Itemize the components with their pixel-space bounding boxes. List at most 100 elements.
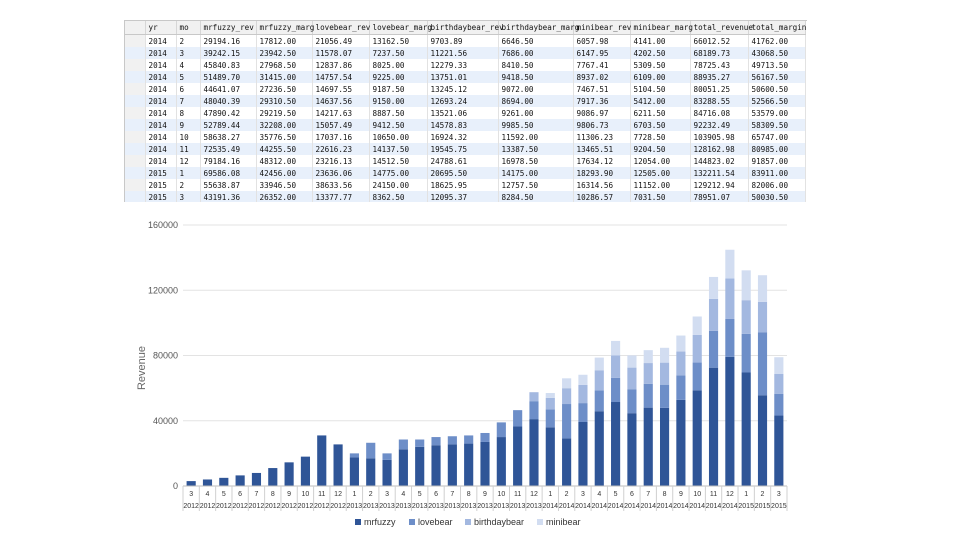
table-cell[interactable]: 66012.52: [690, 34, 749, 47]
table-cell[interactable]: 91857.00: [748, 155, 806, 167]
table-cell[interactable]: 84716.08: [690, 107, 749, 119]
table-cell[interactable]: 12054.00: [630, 155, 691, 167]
table-cell[interactable]: 16978.50: [498, 155, 574, 167]
table-cell[interactable]: 35776.50: [256, 131, 313, 143]
table-cell[interactable]: 4: [176, 59, 201, 71]
table-cell[interactable]: 12693.24: [427, 95, 499, 107]
table-cell[interactable]: 8937.02: [573, 71, 631, 83]
table-cell[interactable]: 14757.54: [312, 71, 370, 83]
table-row[interactable]: 2015 1 69586.08 42456.00 23636.06 14775.00 206…: [125, 167, 806, 179]
table-cell[interactable]: 52566.50: [748, 95, 806, 107]
table-cell[interactable]: 144823.02: [690, 155, 749, 167]
table-row[interactable]: 2014 11 72535.49 44255.50 22616.23 14137.50 19…: [125, 143, 806, 155]
table-cell[interactable]: 44641.07: [200, 83, 257, 95]
table-cell[interactable]: 38633.56: [312, 179, 370, 191]
table-cell[interactable]: 6147.95: [573, 47, 631, 59]
table-cell[interactable]: 7467.51: [573, 83, 631, 95]
table-cell[interactable]: 23942.50: [256, 47, 313, 59]
table-cell[interactable]: 6211.50: [630, 107, 691, 119]
table-cell[interactable]: 14637.56: [312, 95, 370, 107]
row-number-cell[interactable]: [125, 95, 146, 107]
row-number-cell[interactable]: [125, 179, 146, 191]
table-cell[interactable]: 56167.50: [748, 71, 806, 83]
row-number-cell[interactable]: [125, 59, 146, 71]
table-cell[interactable]: 3: [176, 47, 201, 59]
table-cell[interactable]: 12: [176, 155, 201, 167]
table-cell[interactable]: 2: [176, 34, 201, 47]
table-cell[interactable]: 14512.50: [369, 155, 428, 167]
table-cell[interactable]: 9: [176, 119, 201, 131]
table-cell[interactable]: 2014: [145, 47, 177, 59]
row-number-cell[interactable]: [125, 155, 146, 167]
table-row[interactable]: 2014 7 48040.39 29310.50 14637.56 9150.00 1269…: [125, 95, 806, 107]
table-cell[interactable]: 8: [176, 107, 201, 119]
table-cell[interactable]: 5309.50: [630, 59, 691, 71]
table-cell[interactable]: 8025.00: [369, 59, 428, 71]
table-cell[interactable]: 58638.27: [200, 131, 257, 143]
table-cell[interactable]: 22616.23: [312, 143, 370, 155]
table-cell[interactable]: 6703.50: [630, 119, 691, 131]
column-header-mrfuzzy_marg[interactable]: mrfuzzy_marg: [256, 21, 314, 35]
table-row[interactable]: 2015 2 55638.87 33946.50 38633.56 24150.00 186…: [125, 179, 806, 191]
table-cell[interactable]: 44255.50: [256, 143, 313, 155]
table-cell[interactable]: 82006.00: [748, 179, 806, 191]
table-cell[interactable]: 23216.13: [312, 155, 370, 167]
column-header-lovebear_marg[interactable]: lovebear_marg: [369, 21, 432, 35]
table-cell[interactable]: 2014: [145, 71, 177, 83]
table-cell[interactable]: 8410.50: [498, 59, 574, 71]
table-cell[interactable]: 43191.36: [200, 191, 257, 202]
table-cell[interactable]: 13245.12: [427, 83, 499, 95]
table-cell[interactable]: 8362.50: [369, 191, 428, 202]
table-cell[interactable]: 14775.00: [369, 167, 428, 179]
table-cell[interactable]: 17634.12: [573, 155, 631, 167]
table-cell[interactable]: 10650.00: [369, 131, 428, 143]
table-cell[interactable]: 24150.00: [369, 179, 428, 191]
table-cell[interactable]: 12837.86: [312, 59, 370, 71]
table-cell[interactable]: 103905.98: [690, 131, 749, 143]
table-cell[interactable]: 43068.50: [748, 47, 806, 59]
table-cell[interactable]: 65747.00: [748, 131, 806, 143]
column-header-mo[interactable]: mo: [176, 21, 201, 35]
table-cell[interactable]: 11592.00: [498, 131, 574, 143]
table-cell[interactable]: 7767.41: [573, 59, 631, 71]
row-number-cell[interactable]: [125, 167, 146, 179]
table-cell[interactable]: 29194.16: [200, 34, 257, 47]
table-cell[interactable]: 51489.70: [200, 71, 257, 83]
table-cell[interactable]: 47890.42: [200, 107, 257, 119]
table-cell[interactable]: 12757.50: [498, 179, 574, 191]
table-cell[interactable]: 2014: [145, 95, 177, 107]
table-cell[interactable]: 49713.50: [748, 59, 806, 71]
table-cell[interactable]: 48312.00: [256, 155, 313, 167]
column-header-birthdaybear_rev[interactable]: birthdaybear_rev: [427, 21, 504, 35]
table-cell[interactable]: 7686.00: [498, 47, 574, 59]
table-cell[interactable]: 16314.56: [573, 179, 631, 191]
column-header-mrfuzzy_rev[interactable]: mrfuzzy_rev: [200, 21, 257, 35]
table-cell[interactable]: 17812.00: [256, 34, 313, 47]
table-cell[interactable]: 79184.16: [200, 155, 257, 167]
table-row[interactable]: 2014 9 52789.44 32208.00 15057.49 9412.50 1457…: [125, 119, 806, 131]
table-cell[interactable]: 6109.00: [630, 71, 691, 83]
table-cell[interactable]: 10286.57: [573, 191, 631, 202]
table-cell[interactable]: 8887.50: [369, 107, 428, 119]
table-cell[interactable]: 19545.75: [427, 143, 499, 155]
table-cell[interactable]: 9225.00: [369, 71, 428, 83]
row-number-cell[interactable]: [125, 71, 146, 83]
table-cell[interactable]: 11578.07: [312, 47, 370, 59]
table-cell[interactable]: 48040.39: [200, 95, 257, 107]
table-cell[interactable]: 33946.50: [256, 179, 313, 191]
table-cell[interactable]: 8694.00: [498, 95, 574, 107]
table-cell[interactable]: 11152.00: [630, 179, 691, 191]
table-cell[interactable]: 13751.01: [427, 71, 499, 83]
table-cell[interactable]: 6: [176, 83, 201, 95]
table-cell[interactable]: 9072.00: [498, 83, 574, 95]
table-cell[interactable]: 9150.00: [369, 95, 428, 107]
table-cell[interactable]: 27236.50: [256, 83, 313, 95]
table-cell[interactable]: 12095.37: [427, 191, 499, 202]
table-cell[interactable]: 55638.87: [200, 179, 257, 191]
table-row[interactable]: 2015 3 43191.36 26352.00 13377.77 8362.50 1209…: [125, 191, 806, 202]
table-cell[interactable]: 14175.00: [498, 167, 574, 179]
column-header-total_margin[interactable]: total_margin: [748, 21, 806, 35]
table-cell[interactable]: 29219.50: [256, 107, 313, 119]
table-cell[interactable]: 88935.27: [690, 71, 749, 83]
table-cell[interactable]: 9985.50: [498, 119, 574, 131]
